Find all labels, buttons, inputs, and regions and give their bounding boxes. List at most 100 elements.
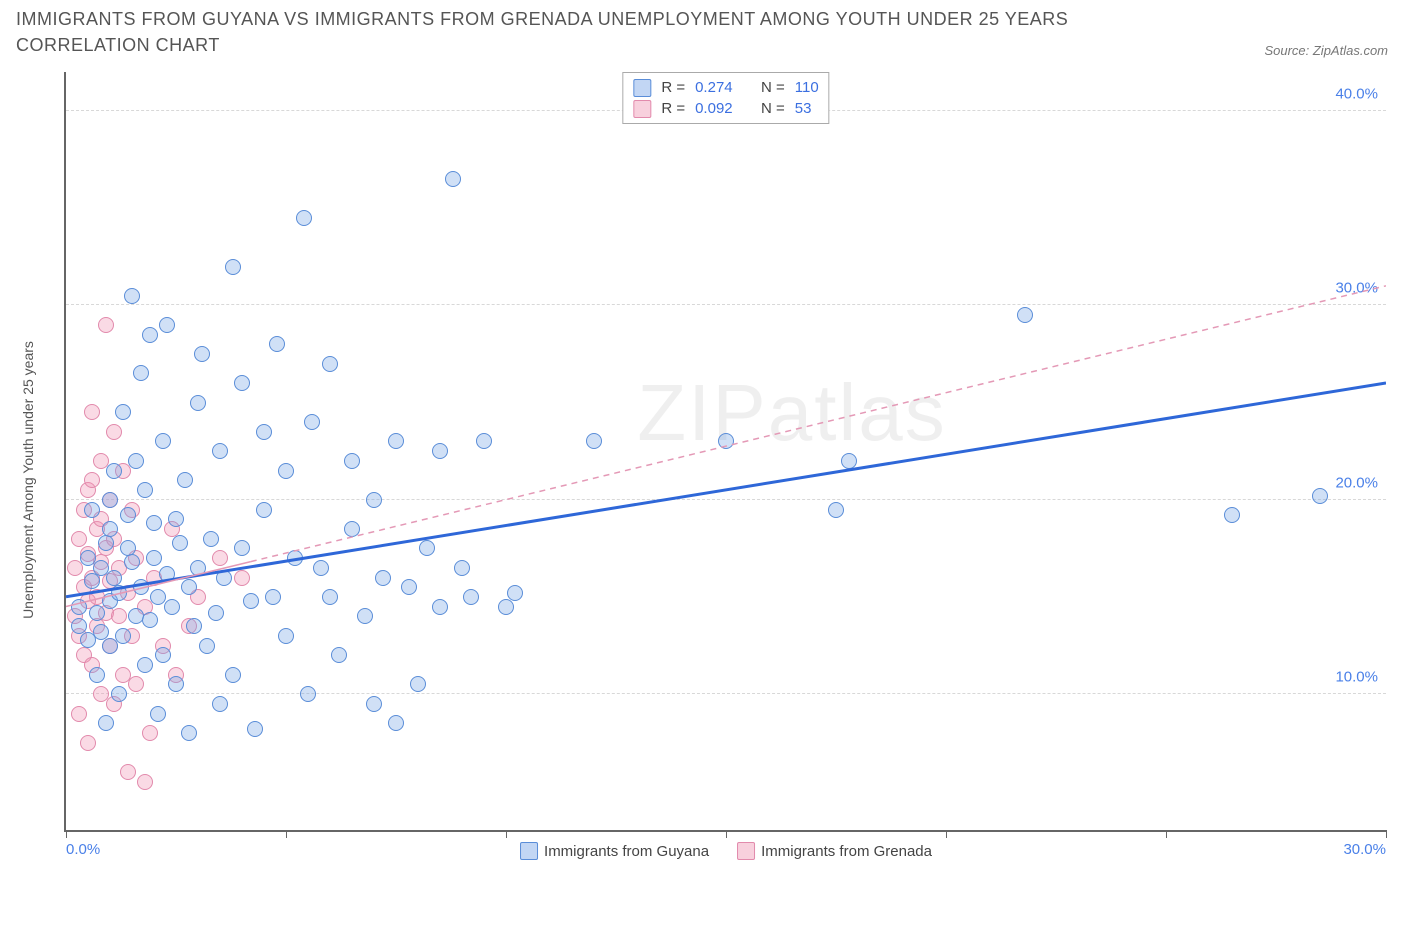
scatter-point xyxy=(278,628,294,644)
correlation-box: R = 0.274 N = 110R = 0.092 N = 53 xyxy=(622,72,829,124)
scatter-point xyxy=(164,599,180,615)
scatter-point xyxy=(124,554,140,570)
scatter-point xyxy=(133,579,149,595)
scatter-point xyxy=(181,579,197,595)
scatter-point xyxy=(419,540,435,556)
correlation-row: R = 0.092 N = 53 xyxy=(633,98,818,119)
scatter-point xyxy=(84,573,100,589)
scatter-point xyxy=(137,774,153,790)
scatter-point xyxy=(146,515,162,531)
scatter-point xyxy=(98,715,114,731)
y-axis-label: Unemployment Among Youth under 25 years xyxy=(20,341,36,619)
plot-container: Unemployment Among Youth under 25 years … xyxy=(16,72,1386,872)
scatter-point xyxy=(142,725,158,741)
scatter-point xyxy=(89,605,105,621)
corr-r-value: 0.092 xyxy=(695,98,733,119)
scatter-point xyxy=(84,404,100,420)
scatter-point xyxy=(278,463,294,479)
corr-label: N = xyxy=(761,77,785,98)
scatter-point xyxy=(150,706,166,722)
scatter-point xyxy=(344,521,360,537)
scatter-point xyxy=(300,686,316,702)
scatter-point xyxy=(208,605,224,621)
legend-swatch xyxy=(633,100,651,118)
scatter-point xyxy=(366,696,382,712)
scatter-point xyxy=(401,579,417,595)
scatter-point xyxy=(388,433,404,449)
scatter-point xyxy=(203,531,219,547)
scatter-point xyxy=(331,647,347,663)
scatter-point xyxy=(111,608,127,624)
legend-label: Immigrants from Grenada xyxy=(761,843,932,860)
scatter-point xyxy=(375,570,391,586)
scatter-point xyxy=(199,638,215,654)
scatter-point xyxy=(212,443,228,459)
corr-label: N = xyxy=(761,98,785,119)
scatter-point xyxy=(84,472,100,488)
scatter-point xyxy=(463,589,479,605)
corr-n-value: 110 xyxy=(795,77,819,98)
scatter-point xyxy=(71,531,87,547)
scatter-point xyxy=(102,521,118,537)
scatter-point xyxy=(256,502,272,518)
scatter-point xyxy=(181,725,197,741)
trend-line xyxy=(66,383,1386,597)
scatter-point xyxy=(718,433,734,449)
scatter-point xyxy=(142,327,158,343)
scatter-point xyxy=(388,715,404,731)
scatter-point xyxy=(247,721,263,737)
scatter-point xyxy=(106,570,122,586)
scatter-point xyxy=(111,686,127,702)
scatter-point xyxy=(344,453,360,469)
scatter-point xyxy=(106,424,122,440)
y-tick-label: 30.0% xyxy=(1335,280,1378,297)
legend-item: Immigrants from Grenada xyxy=(737,842,932,860)
scatter-point xyxy=(234,375,250,391)
scatter-point xyxy=(476,433,492,449)
scatter-point xyxy=(84,502,100,518)
correlation-row: R = 0.274 N = 110 xyxy=(633,77,818,98)
scatter-point xyxy=(296,210,312,226)
scatter-point xyxy=(586,433,602,449)
scatter-point xyxy=(225,259,241,275)
scatter-point xyxy=(234,540,250,556)
legend-swatch xyxy=(520,842,538,860)
scatter-point xyxy=(71,706,87,722)
x-tick xyxy=(946,830,947,838)
title-bar: IMMIGRANTS FROM GUYANA VS IMMIGRANTS FRO… xyxy=(0,0,1406,64)
corr-label: R = xyxy=(661,98,685,119)
corr-r-value: 0.274 xyxy=(695,77,733,98)
scatter-point xyxy=(190,560,206,576)
scatter-point xyxy=(194,346,210,362)
scatter-point xyxy=(115,628,131,644)
scatter-point xyxy=(120,507,136,523)
scatter-point xyxy=(841,453,857,469)
scatter-point xyxy=(128,453,144,469)
scatter-point xyxy=(216,570,232,586)
legend: Immigrants from Guyana Immigrants from Gr… xyxy=(520,842,932,860)
scatter-point xyxy=(106,463,122,479)
scatter-point xyxy=(80,735,96,751)
trend-line xyxy=(251,286,1386,562)
gridline-h xyxy=(66,499,1386,500)
scatter-point xyxy=(89,667,105,683)
x-tick xyxy=(506,830,507,838)
scatter-point xyxy=(159,566,175,582)
scatter-point xyxy=(269,336,285,352)
scatter-point xyxy=(498,599,514,615)
y-tick-label: 10.0% xyxy=(1335,669,1378,686)
scatter-point xyxy=(243,593,259,609)
scatter-point xyxy=(137,657,153,673)
scatter-point xyxy=(410,676,426,692)
scatter-point xyxy=(142,612,158,628)
watermark: ZIPatlas xyxy=(637,367,946,459)
y-tick-label: 20.0% xyxy=(1335,474,1378,491)
scatter-point xyxy=(98,317,114,333)
source-attribution: Source: ZipAtlas.com xyxy=(1264,43,1388,58)
scatter-point xyxy=(828,502,844,518)
scatter-point xyxy=(133,365,149,381)
scatter-point xyxy=(137,482,153,498)
legend-item: Immigrants from Guyana xyxy=(520,842,709,860)
scatter-point xyxy=(146,550,162,566)
scatter-plot: ZIPatlas 10.0%20.0%30.0%40.0%0.0%30.0%R … xyxy=(64,72,1386,832)
